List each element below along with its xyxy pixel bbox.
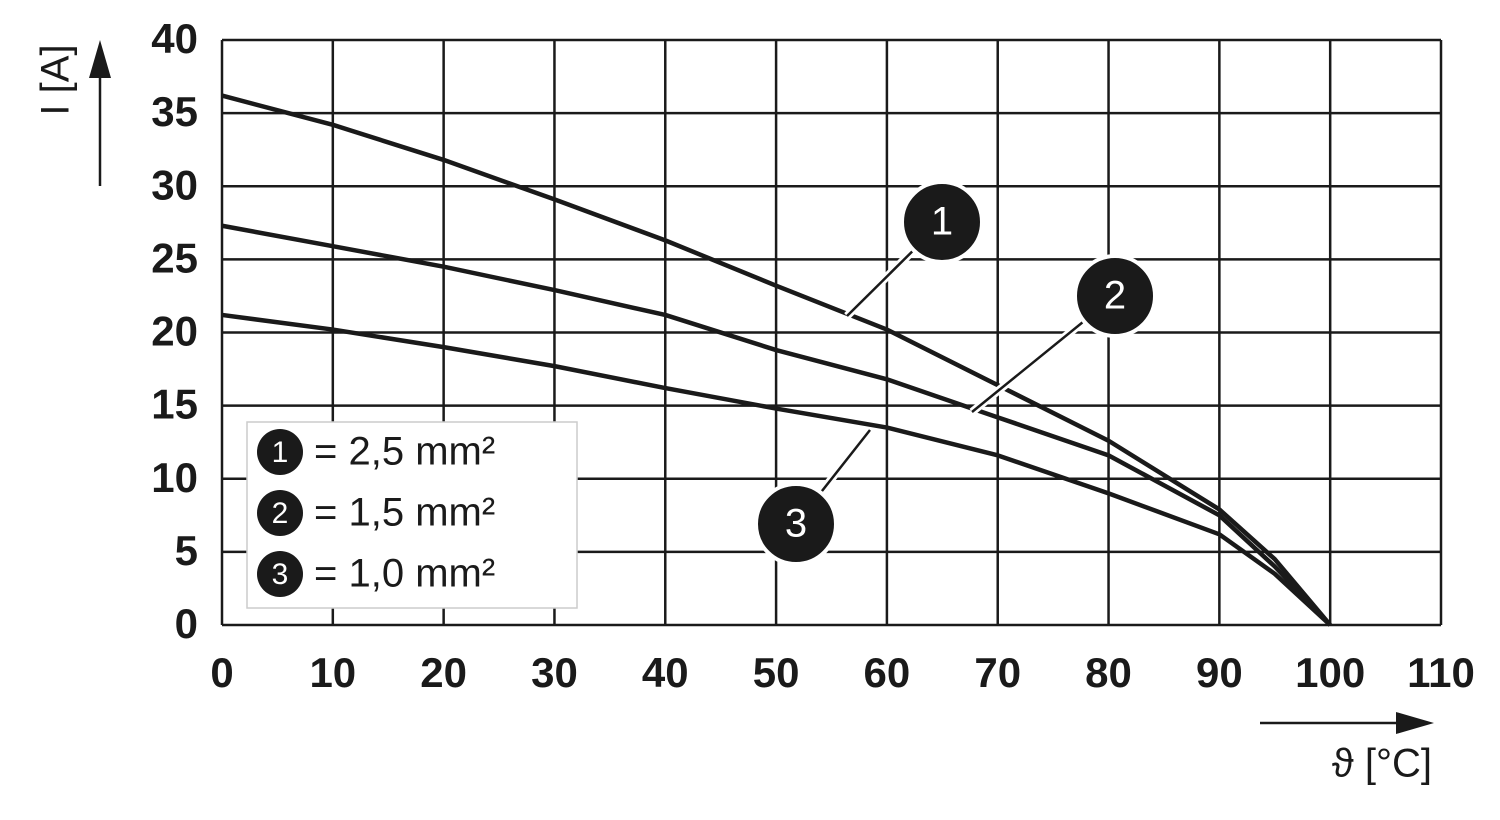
y-tick-label: 30 <box>151 161 198 208</box>
x-axis-label: ϑ [°C] <box>1332 742 1432 786</box>
y-tick-label: 20 <box>151 308 198 355</box>
y-tick-label: 0 <box>175 600 198 647</box>
x-tick-label: 20 <box>420 649 467 696</box>
legend-number: 1 <box>272 436 289 469</box>
callout-number: 1 <box>931 200 953 244</box>
x-tick-label: 30 <box>531 649 578 696</box>
y-tick-label: 15 <box>151 381 198 428</box>
x-tick-label: 110 <box>1407 649 1475 696</box>
series-line <box>221 312 1332 627</box>
legend-label: = 1,0 mm² <box>314 552 495 596</box>
legend-badge <box>257 429 303 475</box>
x-tick-label: 0 <box>210 649 233 696</box>
x-tick-label: 40 <box>642 649 689 696</box>
legend-number: 3 <box>272 558 289 591</box>
legend-label: = 1,5 mm² <box>314 491 495 535</box>
legend-badge <box>257 551 303 597</box>
x-tick-label: 70 <box>974 649 1021 696</box>
callout-badge <box>754 482 838 566</box>
x-tick-label: 50 <box>753 649 800 696</box>
callout-badge <box>900 180 984 264</box>
callout-number: 2 <box>1104 274 1126 318</box>
y-axis-arrow-head <box>89 40 111 78</box>
series-line <box>221 93 1332 627</box>
y-tick-label: 40 <box>151 15 198 62</box>
callout-number: 3 <box>785 502 807 546</box>
legend-number: 2 <box>272 497 289 530</box>
x-tick-label: 100 <box>1295 649 1365 696</box>
x-tick-label: 60 <box>864 649 911 696</box>
y-tick-label: 10 <box>151 454 198 501</box>
y-tick-label: 5 <box>175 527 198 574</box>
y-tick-label: 35 <box>151 88 198 135</box>
x-axis-arrow-head <box>1396 712 1434 734</box>
callout-badge <box>1073 254 1157 338</box>
x-tick-label: 80 <box>1085 649 1132 696</box>
y-axis-label: I [A] <box>34 44 78 115</box>
legend-label: = 2,5 mm² <box>314 430 495 474</box>
legend-badge <box>257 490 303 536</box>
y-tick-label: 25 <box>151 234 198 281</box>
x-tick-label: 90 <box>1196 649 1243 696</box>
series-line <box>221 223 1332 627</box>
x-tick-label: 10 <box>309 649 356 696</box>
